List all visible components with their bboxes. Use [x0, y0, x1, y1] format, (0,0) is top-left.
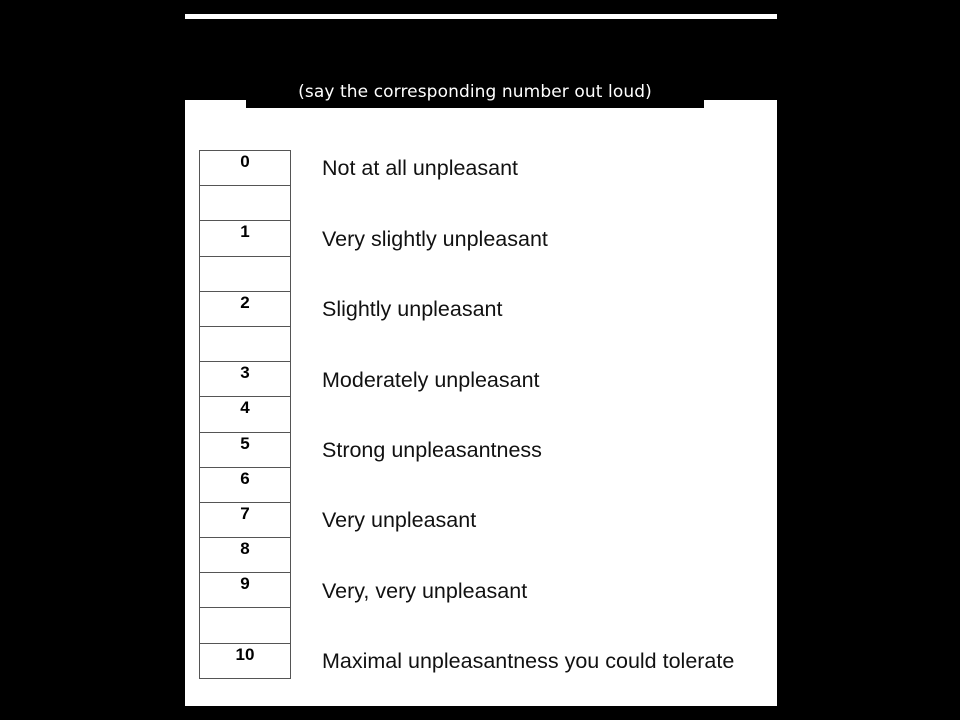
- scale-cell-blank: [199, 325, 291, 363]
- scale-cell-10[interactable]: 10: [199, 642, 291, 679]
- scale-cell-1[interactable]: 1: [199, 220, 291, 257]
- scale-cell-5[interactable]: 5: [199, 431, 291, 468]
- label-slightly-unpleasant: Slightly unpleasant: [322, 297, 503, 321]
- label-strong-unpleasantness: Strong unpleasantness: [322, 438, 542, 462]
- label-very-slightly-unpleasant: Very slightly unpleasant: [322, 227, 548, 251]
- scale-cell-6[interactable]: 6: [199, 466, 291, 503]
- rating-scale-table: 0 1 2 3 4 5 6 7 8 9 10: [199, 149, 291, 679]
- scale-cell-0[interactable]: 0: [199, 149, 291, 187]
- scale-row: 6: [199, 466, 291, 503]
- scale-cell-3[interactable]: 3: [199, 361, 291, 398]
- scale-row: 1: [199, 220, 291, 257]
- scale-row: [199, 607, 291, 644]
- scale-row: 8: [199, 537, 291, 574]
- label-moderately-unpleasant: Moderately unpleasant: [322, 368, 540, 392]
- scale-cell-2[interactable]: 2: [199, 290, 291, 327]
- scale-cell-4[interactable]: 4: [199, 396, 291, 433]
- scale-row: 2: [199, 290, 291, 327]
- scale-row: 4: [199, 396, 291, 433]
- scale-row: 9: [199, 572, 291, 609]
- instruction-caption: (say the corresponding number out loud): [246, 78, 704, 108]
- scale-row: [199, 185, 291, 222]
- scale-row: 0: [199, 149, 291, 187]
- label-maximal-unpleasantness: Maximal unpleasantness you could tolerat…: [322, 649, 735, 673]
- scale-row: 10: [199, 642, 291, 679]
- top-divider: [185, 14, 777, 19]
- label-very-unpleasant: Very unpleasant: [322, 508, 477, 532]
- scale-cell-blank: [199, 255, 291, 292]
- scale-row: 3: [199, 361, 291, 398]
- scale-cell-blank: [199, 185, 291, 222]
- scale-row: [199, 325, 291, 363]
- scale-cell-7[interactable]: 7: [199, 501, 291, 539]
- scale-cell-8[interactable]: 8: [199, 537, 291, 574]
- scale-row: [199, 255, 291, 292]
- scale-cell-9[interactable]: 9: [199, 572, 291, 609]
- scale-row: 7: [199, 501, 291, 539]
- label-not-at-all-unpleasant: Not at all unpleasant: [322, 156, 519, 180]
- label-very-very-unpleasant: Very, very unpleasant: [322, 579, 528, 603]
- scale-cell-blank: [199, 607, 291, 644]
- scale-row: 5: [199, 431, 291, 468]
